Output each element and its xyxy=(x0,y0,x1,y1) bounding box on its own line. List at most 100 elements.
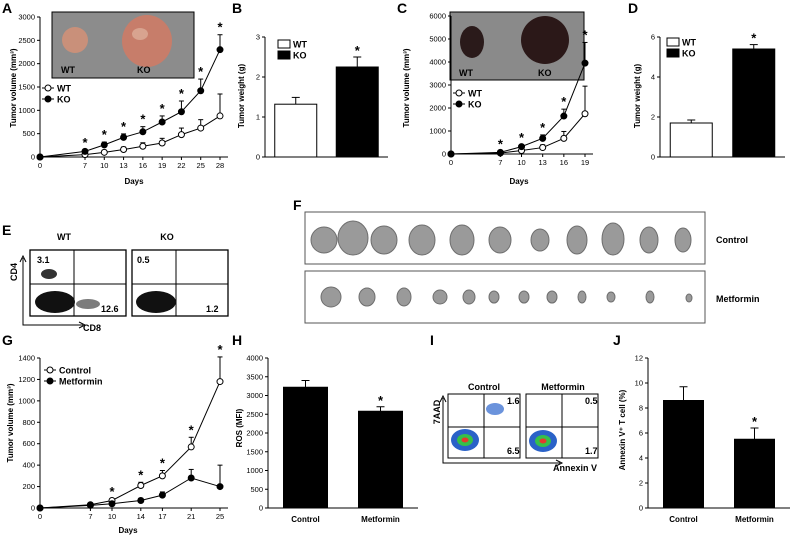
chart-g-point xyxy=(159,492,165,498)
chart-c-point xyxy=(540,145,546,151)
chart-d-bar xyxy=(733,49,775,157)
panel-f-tumor xyxy=(489,291,499,303)
chart-j-ytick-label: 8 xyxy=(639,404,643,413)
panel-letter-e: E xyxy=(2,222,11,238)
chart-g-xtick-label: 25 xyxy=(216,512,224,521)
chart-g: 02004006008001000120014000 7 10 14 17 21 25Con… xyxy=(18,342,228,521)
chart-b-ytick-label: 2 xyxy=(256,73,260,82)
panel-f-tumor xyxy=(359,288,375,306)
chart-a-legend-label: WT xyxy=(57,84,71,94)
panel-i-yaxis: 7AAD xyxy=(432,399,442,424)
panel-f-tumor xyxy=(489,227,511,253)
chart-d: 0246 *WTKO xyxy=(651,31,785,162)
panel-e-ko-ul: 0.5 xyxy=(137,255,150,265)
chart-d-ytick-label: 2 xyxy=(651,113,655,122)
chart-g-point xyxy=(138,498,144,504)
chart-g-legend-marker xyxy=(47,378,53,384)
chart-a-point xyxy=(121,147,127,153)
chart-c-significance-star: * xyxy=(519,130,525,145)
chart-g-point xyxy=(159,473,165,479)
chart-j-ytick-label: 2 xyxy=(639,479,643,488)
panel-g-ylabel: Tumor volume (mm³) xyxy=(6,383,15,462)
chart-d-legend-label: KO xyxy=(682,49,696,59)
chart-a-significance-star: * xyxy=(198,64,204,79)
panel-f-tumor-rows: Control Metformin xyxy=(305,212,760,323)
chart-c-point xyxy=(448,151,454,157)
panel-c-photo-label-ko: KO xyxy=(538,68,552,78)
chart-a-significance-star: * xyxy=(160,101,166,116)
chart-a-point xyxy=(159,140,165,146)
panel-h-ylabel: ROS (MFI) xyxy=(235,408,244,447)
chart-d-significance-star: * xyxy=(751,31,757,46)
panel-d-ylabel: Tumor weight (g) xyxy=(633,64,642,129)
chart-a-significance-star: * xyxy=(121,119,127,134)
chart-a-xtick-label: 25 xyxy=(197,161,205,170)
panel-f-tumor xyxy=(567,226,587,254)
chart-c-ytick-label: 3000 xyxy=(429,81,446,90)
panel-f-tumor xyxy=(450,225,474,255)
panel-f-tumor xyxy=(519,291,529,303)
chart-g-xtick-label: 21 xyxy=(187,512,195,521)
panel-i-xaxis: Annexin V xyxy=(553,463,597,473)
chart-a-point xyxy=(101,142,107,148)
chart-c-significance-star: * xyxy=(582,27,588,42)
chart-j-ytick-label: 12 xyxy=(635,354,643,363)
chart-c-ytick-label: 4000 xyxy=(429,58,446,67)
chart-g-point xyxy=(87,502,93,508)
chart-g-point xyxy=(188,444,194,450)
chart-c-ytick-label: 2000 xyxy=(429,104,446,113)
chart-d-ytick-label: 6 xyxy=(651,33,655,42)
chart-a-xtick-label: 28 xyxy=(216,161,224,170)
chart-g-xtick-label: 17 xyxy=(158,512,166,521)
chart-d-legend-swatch xyxy=(667,38,679,46)
chart-c-xtick-label: 13 xyxy=(539,158,547,167)
chart-c-ytick-label: 6000 xyxy=(429,12,446,21)
panel-f-tumor xyxy=(646,291,654,303)
panel-e-label-wt: WT xyxy=(57,232,71,242)
chart-a-ytick-label: 2000 xyxy=(18,59,35,68)
chart-g-significance-star: * xyxy=(138,467,144,482)
chart-c-point xyxy=(582,111,588,117)
chart-c-legend-marker xyxy=(456,101,462,107)
chart-a-legend-label: KO xyxy=(57,95,71,105)
chart-c-ytick-label: 0 xyxy=(442,150,446,159)
chart-a-significance-star: * xyxy=(179,86,185,101)
chart-a-xtick-label: 13 xyxy=(119,161,127,170)
chart-g-ytick-label: 1200 xyxy=(18,375,35,384)
chart-b-significance-star: * xyxy=(355,43,361,58)
chart-g-xtick-label: 10 xyxy=(108,512,116,521)
chart-h-ytick-label: 3500 xyxy=(246,372,263,381)
panel-a-tumor-photo: WT KO xyxy=(52,12,194,78)
panel-e-wt-ul: 3.1 xyxy=(37,255,50,265)
chart-a-ytick-label: 1500 xyxy=(18,83,35,92)
chart-c-ytick-label: 5000 xyxy=(429,35,446,44)
chart-a-point xyxy=(178,132,184,138)
chart-g-ytick-label: 600 xyxy=(22,439,35,448)
chart-a-point xyxy=(159,119,165,125)
panel-f-tumor xyxy=(675,228,691,252)
panel-letter-i: I xyxy=(430,332,434,348)
chart-b-ytick-label: 1 xyxy=(256,113,260,122)
chart-c-significance-star: * xyxy=(540,120,546,135)
chart-a-xtick-label: 0 xyxy=(38,161,42,170)
chart-g-point xyxy=(138,483,144,489)
chart-c-point xyxy=(561,135,567,141)
panel-i-label-metformin: Metformin xyxy=(541,382,585,392)
chart-g-point xyxy=(37,505,43,511)
chart-h-ytick-label: 2000 xyxy=(246,429,263,438)
chart-c-legend-label: KO xyxy=(468,100,482,110)
panel-b-ylabel: Tumor weight (g) xyxy=(237,64,246,129)
chart-a-significance-star: * xyxy=(217,20,223,35)
panel-f-tumor xyxy=(338,221,368,255)
panel-c-xlabel: Days xyxy=(509,177,529,186)
chart-c-legend-marker xyxy=(456,90,462,96)
chart-a-series-line xyxy=(40,116,220,157)
chart-g-ytick-label: 1400 xyxy=(18,354,35,363)
panel-i-control-lr: 6.5 xyxy=(507,446,520,456)
panel-e-ko-lr: 1.2 xyxy=(206,304,219,314)
chart-g-point xyxy=(217,484,223,490)
chart-j-category-label: Control xyxy=(669,515,697,524)
panel-i-metformin-ur: 0.5 xyxy=(585,396,598,406)
panel-f-tumor xyxy=(371,226,397,254)
